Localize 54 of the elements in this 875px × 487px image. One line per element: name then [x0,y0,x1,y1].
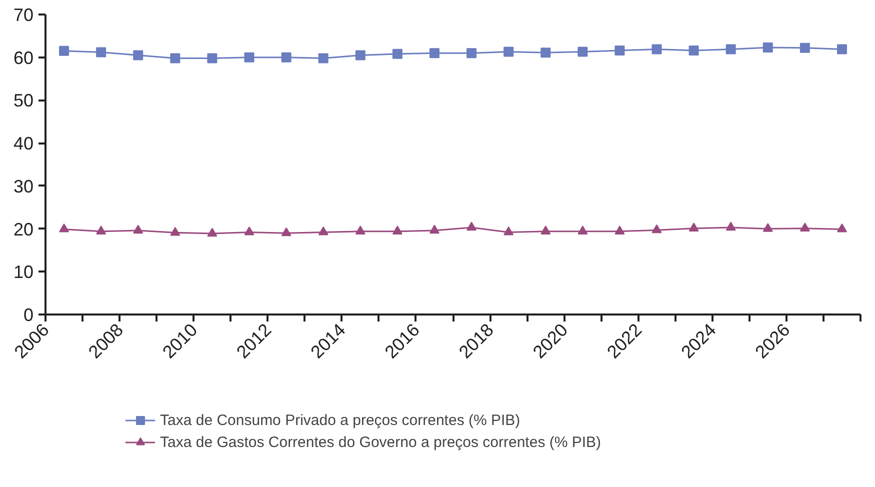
point [800,42,810,53]
point [318,53,328,64]
point [800,222,810,232]
point [429,48,440,58]
point [614,226,625,234]
point [244,52,254,62]
point [244,226,254,236]
point [392,226,402,234]
point [281,52,292,62]
legend-label: Taxa de Gastos Correntes do Governo a preços correntes (% PIB) [160,434,602,450]
point [578,226,588,234]
point [652,44,662,54]
y-tick-label: 70 [13,5,34,25]
point [133,224,144,234]
point [540,226,551,234]
point [466,222,477,231]
point [652,224,662,234]
point [836,44,847,54]
point [207,228,218,237]
point [614,46,625,56]
point [281,227,292,236]
point [59,46,70,56]
point [762,42,773,52]
point [96,226,106,234]
point [578,46,588,57]
point [504,46,514,57]
y-tick-label: 60 [13,48,34,68]
point [540,48,551,58]
point [726,44,736,54]
point [392,48,402,59]
y-tick-label: 40 [13,134,34,154]
point [170,53,180,64]
point [207,53,218,64]
point [429,224,440,234]
point [726,222,736,231]
y-tick-label: 0 [23,305,34,325]
point [96,47,106,58]
point [133,50,144,60]
point [355,226,366,234]
y-tick-label: 30 [13,176,34,196]
point [466,48,477,58]
legend-label: Taxa de Consumo Privado a preços correntes (% PIB) [160,412,520,428]
y-tick-label: 20 [13,219,34,240]
y-tick-label: 50 [13,90,34,111]
point [836,224,847,232]
y-tick-label: 10 [13,262,34,282]
point [762,223,773,232]
point [318,226,328,236]
point [688,46,699,56]
point [504,226,514,236]
point [688,222,699,232]
point [59,224,70,232]
point [355,50,366,60]
point [170,226,180,236]
